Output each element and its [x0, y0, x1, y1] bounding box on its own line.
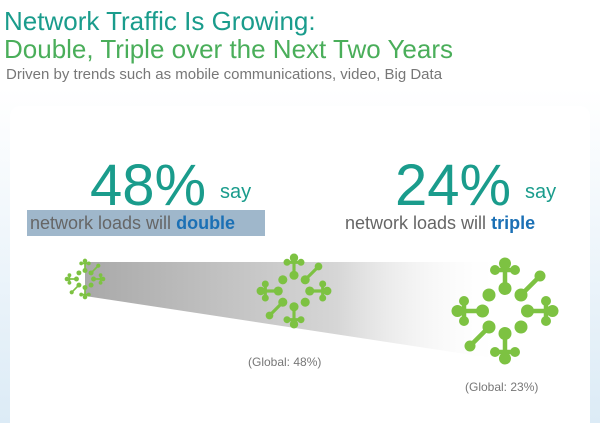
global-note: (Global: 48%)	[248, 355, 321, 369]
stat-value: 48%	[90, 153, 206, 218]
subtitle: Driven by trends such as mobile communic…	[6, 66, 443, 83]
global-note: (Global: 23%)	[465, 380, 538, 394]
stat-value: 24%	[395, 153, 511, 218]
stat-text: network loads will	[345, 213, 486, 233]
stat-text: network loads will	[30, 213, 171, 233]
stat-say: say	[525, 181, 556, 203]
stat-emphasis: double	[176, 213, 235, 233]
stat-emphasis: triple	[491, 213, 535, 233]
title: Double, Triple over the Next Two Years	[4, 34, 453, 64]
stat-text: network loads will triple	[345, 213, 535, 233]
stat-say: say	[220, 181, 251, 203]
stat-text: network loads will double	[30, 213, 235, 233]
text-highlight	[27, 210, 265, 236]
title: Network Traffic Is Growing:	[4, 6, 316, 36]
